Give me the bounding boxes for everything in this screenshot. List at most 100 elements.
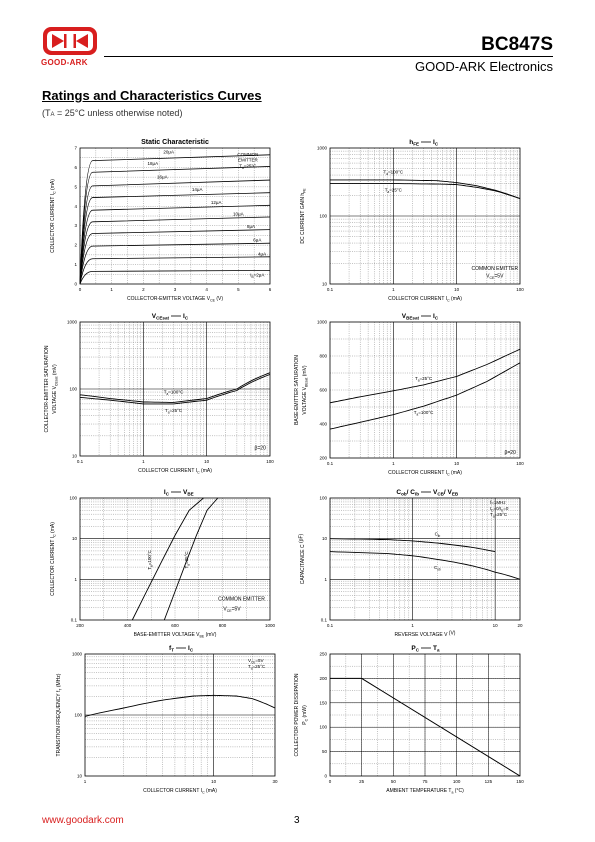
y-tick-label: 1000 bbox=[317, 146, 328, 151]
x-tick-label: 0 bbox=[79, 287, 82, 292]
x-tick-label: 4 bbox=[205, 287, 208, 292]
logo-text: GOOD-ARK bbox=[41, 58, 88, 67]
x-tick-label: 800 bbox=[219, 623, 227, 628]
y-tick-label: 1000 bbox=[72, 652, 83, 657]
x-axis-label: COLLECTOR CURRENT IC (mA) bbox=[143, 788, 217, 795]
series-label-ib-9: IB=2μA bbox=[250, 272, 264, 279]
chart-hfe-ic: hFE IC 0.1 1 10 100 10 100 1000 Ta=100°C Ta=25°C CO… bbox=[290, 134, 540, 314]
x-tick-label: 10 bbox=[493, 623, 499, 628]
footer-url[interactable]: www.goodark.com bbox=[42, 815, 124, 826]
y-tick-label: 10 bbox=[77, 774, 83, 779]
company-name: GOOD-ARK Electronics bbox=[415, 59, 553, 74]
chart-title-left: Cob/ Cib bbox=[396, 489, 419, 497]
y-tick-label: 7 bbox=[74, 146, 77, 151]
annotation-beta: β=20 bbox=[255, 446, 267, 452]
note-rest: = 25°C unless otherwise noted) bbox=[54, 108, 183, 118]
page-number: 3 bbox=[294, 815, 300, 826]
annotation-emitter: EMITTER bbox=[238, 158, 258, 163]
x-tick-label: 1000 bbox=[265, 623, 276, 628]
annotation-common: COMMON EMITTER bbox=[471, 266, 518, 272]
annotation-vce: VCE=5V bbox=[223, 607, 241, 614]
x-tick-label: 150 bbox=[516, 779, 524, 784]
y-tick-label: 800 bbox=[319, 354, 327, 359]
y-tick-label: 1000 bbox=[67, 320, 78, 325]
chart-title-right: IC bbox=[433, 139, 439, 147]
y-tick-label: 1 bbox=[74, 262, 77, 267]
x-tick-label: 6 bbox=[269, 287, 272, 292]
plot-frame bbox=[329, 321, 521, 459]
chart-capacitance: Cob/ Cib VCB/ VEB 0.1 1 10 20 0.1 1 10 100 Cib Cob f… bbox=[290, 484, 540, 644]
x-axis-label: COLLECTOR CURRENT IC (mA) bbox=[388, 296, 462, 303]
y-tick-label: 100 bbox=[319, 496, 327, 501]
series-line-0 bbox=[329, 538, 496, 553]
chart-title-right: VCB/ VEB bbox=[433, 489, 459, 497]
x-tick-label: 0.1 bbox=[327, 623, 334, 628]
series-line-pc bbox=[330, 677, 521, 777]
y-tick-label: 1000 bbox=[317, 320, 328, 325]
series-line-1 bbox=[330, 183, 521, 200]
series-label-ib-5: 10μA bbox=[233, 211, 244, 216]
series-label-ib-0: 20μA bbox=[163, 149, 174, 154]
y-tick-label: 2 bbox=[74, 243, 77, 248]
series-line-0 bbox=[330, 179, 521, 200]
y-axis-label-2: VOLTAGE VCEsat (mV) bbox=[52, 364, 59, 414]
x-tick-label: 20 bbox=[517, 623, 523, 628]
x-tick-label: 1 bbox=[411, 623, 414, 628]
annotation-common: COMMON EMITTER bbox=[218, 597, 265, 603]
x-tick-label: 1 bbox=[142, 459, 145, 464]
x-axis-label: AMBIENT TEMPERATURE Ta (°C) bbox=[386, 788, 464, 795]
x-tick-label: 100 bbox=[266, 459, 274, 464]
series-line-ft bbox=[84, 694, 276, 717]
chart-cap-svg: Cob/ Cib VCB/ VEB 0.1 1 10 20 0.1 1 10 100 Cib Cob f… bbox=[299, 489, 523, 638]
y-tick-label: 0 bbox=[324, 774, 327, 779]
annotation-vce: VCE=5V bbox=[486, 273, 504, 280]
series-label-0: Ta=100°C bbox=[383, 170, 403, 177]
y-axis-label: DC CURRENT GAIN hFE bbox=[300, 188, 307, 244]
y-tick-label: 6 bbox=[74, 165, 77, 170]
x-tick-label: 100 bbox=[516, 287, 524, 292]
header-rule bbox=[104, 56, 553, 57]
chart-hfe-svg: hFE IC 0.1 1 10 100 10 100 1000 Ta=100°C Ta=25°C CO… bbox=[300, 139, 524, 303]
x-tick-label: 5 bbox=[237, 287, 240, 292]
series-label-ib-1: 18μA bbox=[148, 161, 159, 166]
x-axis-label: COLLECTOR-EMITTER VOLTAGE VCE (V) bbox=[127, 296, 223, 303]
x-tick-label: 3 bbox=[174, 287, 177, 292]
chart-ft-ic: fT IC 1 10 30 10 100 1000 VCE=5V Ta=25°C COLLECTOR… bbox=[30, 642, 280, 802]
chart-title-left: IC bbox=[164, 489, 170, 497]
plot-frame bbox=[79, 497, 271, 621]
x-tick-label: 0.1 bbox=[327, 461, 334, 466]
x-axis-label: COLLECTOR CURRENT IC (mA) bbox=[388, 470, 462, 477]
chart-title-right: Ta bbox=[433, 645, 440, 653]
y-tick-label: 1 bbox=[324, 577, 327, 582]
y-axis-label: COLLECTOR-EMITTER SATURATION bbox=[44, 345, 50, 432]
chart-ic-vbe: IC VBE 200 400 600 800 1000 0.1 1 10 100 Ta=100°C Ta… bbox=[30, 484, 280, 644]
chart-title: Static Characteristic bbox=[141, 139, 209, 146]
y-axis-label-2: VOLTAGE VBEsat (mV) bbox=[302, 365, 309, 415]
x-tick-label: 400 bbox=[124, 623, 132, 628]
y-tick-label: 100 bbox=[319, 214, 327, 219]
y-axis-label: TRANSITION FREQUENCY fT (MHz) bbox=[56, 673, 63, 756]
x-tick-label: 30 bbox=[272, 779, 278, 784]
x-tick-label: 600 bbox=[171, 623, 179, 628]
series-label-ib-4: 12μA bbox=[211, 200, 222, 205]
y-tick-label: 100 bbox=[319, 725, 327, 730]
y-tick-label: 3 bbox=[74, 223, 77, 228]
y-tick-label: 0 bbox=[74, 282, 77, 287]
chart-title-right: IC bbox=[183, 313, 189, 321]
chart-icvbe-svg: IC VBE 200 400 600 800 1000 0.1 1 10 100 Ta=100°C Ta… bbox=[50, 489, 276, 639]
series-label-1: Ta=25°C bbox=[385, 187, 403, 194]
x-tick-label: 10 bbox=[204, 459, 210, 464]
x-tick-label: 0.1 bbox=[327, 287, 334, 292]
series-line-ib-9 bbox=[79, 270, 271, 285]
annotation-ta: Ta=25°C bbox=[490, 512, 508, 519]
company-logo bbox=[42, 26, 98, 56]
x-tick-label: 1 bbox=[392, 287, 395, 292]
chart-static-svg: Static Characteristic 0 1 2 3 4 5 6 0 1 2 3 4 5 6 7 20μA… bbox=[50, 139, 272, 303]
chart-vcesat-ic: VCEsat IC 0.1 1 10 100 10 100 1000 Ta=100°C Ta=25°… bbox=[30, 308, 280, 478]
series-line-ib-7 bbox=[79, 242, 271, 285]
chart-static-characteristic: Static Characteristic 0 1 2 3 4 5 6 0 1 2 3 4 5 6 7 20μA… bbox=[30, 134, 280, 314]
series-line-1 bbox=[79, 373, 271, 405]
chart-title-left: VBEsat bbox=[402, 313, 420, 321]
y-tick-label: 10 bbox=[322, 282, 328, 287]
series-label-1: Cob bbox=[434, 565, 441, 572]
